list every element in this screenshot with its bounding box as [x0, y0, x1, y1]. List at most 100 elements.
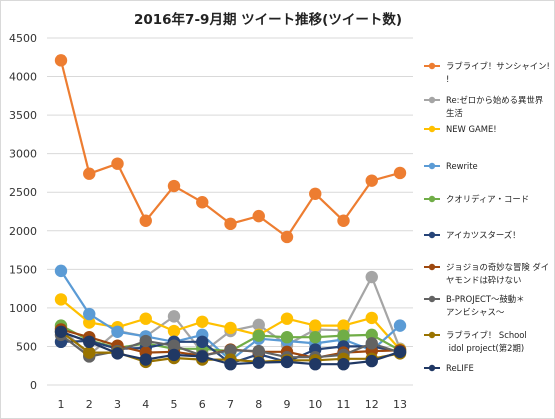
legend-swatch-marker — [428, 331, 436, 339]
data-point — [167, 324, 181, 338]
data-point — [252, 329, 265, 342]
data-point — [224, 357, 237, 371]
data-point — [83, 346, 96, 359]
data-point — [167, 310, 181, 323]
x-tick-label: 5 — [171, 398, 178, 411]
data-point — [393, 345, 407, 359]
legend-label: B-PROJECT～鼓動＊アンビシャス～ — [446, 294, 524, 317]
data-point — [224, 217, 237, 231]
data-point — [337, 319, 350, 332]
legend-swatch-marker — [428, 364, 436, 372]
data-point — [83, 335, 96, 349]
data-point — [309, 330, 322, 344]
legend-item: Rewrite — [424, 161, 478, 171]
legend-swatch-marker — [428, 96, 436, 104]
x-tick-label: 2 — [86, 398, 93, 411]
data-point — [111, 347, 124, 360]
data-point — [365, 354, 378, 368]
series-10 — [54, 325, 407, 371]
x-tick-label: 7 — [227, 398, 234, 411]
data-point — [167, 179, 181, 193]
data-point — [54, 325, 68, 338]
y-tick-label: 500 — [16, 340, 37, 353]
x-tick-label: 11 — [337, 398, 351, 411]
legend-item: ReLIFE — [424, 363, 474, 373]
data-point — [280, 355, 294, 369]
data-point — [252, 318, 265, 332]
x-tick-label: 13 — [393, 398, 407, 411]
data-point — [224, 321, 237, 335]
data-point — [83, 167, 96, 180]
legend-item: ジョジョの奇妙な冒険 ダイヤモンドは砕けない — [424, 262, 549, 285]
series-layer — [54, 54, 407, 371]
legend-swatch-marker — [428, 195, 436, 203]
legend-swatch-marker — [428, 263, 436, 271]
data-point — [111, 325, 124, 338]
legend-label: ReLIFE — [446, 363, 474, 373]
data-point — [365, 311, 378, 325]
data-point — [54, 54, 68, 67]
legend-item: ラブライブ！ School idol project(第2期) — [424, 330, 527, 353]
legend-item: NEW GAME! — [424, 124, 497, 134]
legend-swatch-marker — [428, 295, 436, 303]
y-tick-label: 2000 — [9, 225, 37, 238]
legend-label: Re:ゼロから始める異世界生活 — [446, 95, 544, 118]
y-tick-label: 4500 — [9, 32, 37, 45]
legend-label: NEW GAME! — [446, 124, 497, 134]
data-point — [139, 214, 152, 227]
data-point — [139, 353, 152, 366]
legend-item: Re:ゼロから始める異世界生活 — [424, 95, 544, 118]
legend-swatch-marker — [428, 62, 436, 70]
legend-swatch-marker — [428, 231, 436, 239]
legend-label: ジョジョの奇妙な冒険 ダイヤモンドは砕けない — [446, 262, 549, 285]
data-point — [337, 214, 350, 227]
data-point — [393, 319, 407, 332]
x-tick-label: 12 — [365, 398, 379, 411]
data-point — [196, 350, 209, 363]
legend-item: アイカツスターズ！ — [424, 230, 521, 240]
x-tick-label: 8 — [255, 398, 262, 411]
data-point — [337, 357, 350, 371]
y-tick-label: 2500 — [9, 186, 37, 199]
x-tick-label: 4 — [142, 398, 149, 411]
data-point — [365, 270, 378, 284]
data-point — [365, 174, 378, 187]
data-point — [252, 356, 265, 369]
y-tick-label: 1500 — [9, 263, 37, 276]
data-point — [365, 337, 378, 350]
data-point — [139, 312, 152, 325]
legend-label: ラブライブ！ School idol project(第2期) — [446, 330, 527, 353]
data-point — [393, 166, 407, 180]
data-point — [252, 344, 265, 358]
data-point — [83, 316, 96, 329]
data-point — [365, 328, 378, 342]
legend-swatch-marker — [428, 162, 436, 170]
x-tick-label: 3 — [114, 398, 121, 411]
data-point — [252, 209, 265, 223]
data-point — [167, 339, 181, 352]
legend-label: Rewrite — [446, 161, 478, 171]
legend-item: ラブライブ！サンシャイン!! — [424, 61, 550, 84]
legend-label: アイカツスターズ！ — [446, 230, 521, 240]
series-line — [59, 60, 401, 238]
x-tick-label: 9 — [284, 398, 291, 411]
data-point — [196, 315, 209, 328]
y-tick-label: 1000 — [9, 302, 37, 315]
y-tick-label: 3500 — [9, 109, 37, 122]
y-axis: 0 500 1000 1500 2000 2500 3000 3500 4000 4500 — [9, 32, 37, 392]
legend-label: ラブライブ！サンシャイン!! — [446, 61, 550, 84]
y-tick-label: 4000 — [9, 71, 37, 84]
y-tick-label: 0 — [30, 379, 37, 392]
chart-title: 2016年7-9月期 ツイート推移(ツイート数) — [134, 11, 402, 28]
data-point — [111, 157, 124, 170]
data-point — [280, 330, 294, 344]
data-point — [54, 293, 68, 306]
data-point — [280, 312, 294, 325]
data-point — [139, 334, 152, 348]
legend-label: クオリディア・コード — [446, 194, 529, 204]
data-point — [309, 357, 322, 371]
legend: ラブライブ！サンシャイン! ! Re:ゼロから始める異世界生活 NEW GAME! Re… — [424, 61, 550, 373]
x-tick-label: 10 — [308, 398, 322, 411]
y-tick-label: 3000 — [9, 148, 37, 161]
